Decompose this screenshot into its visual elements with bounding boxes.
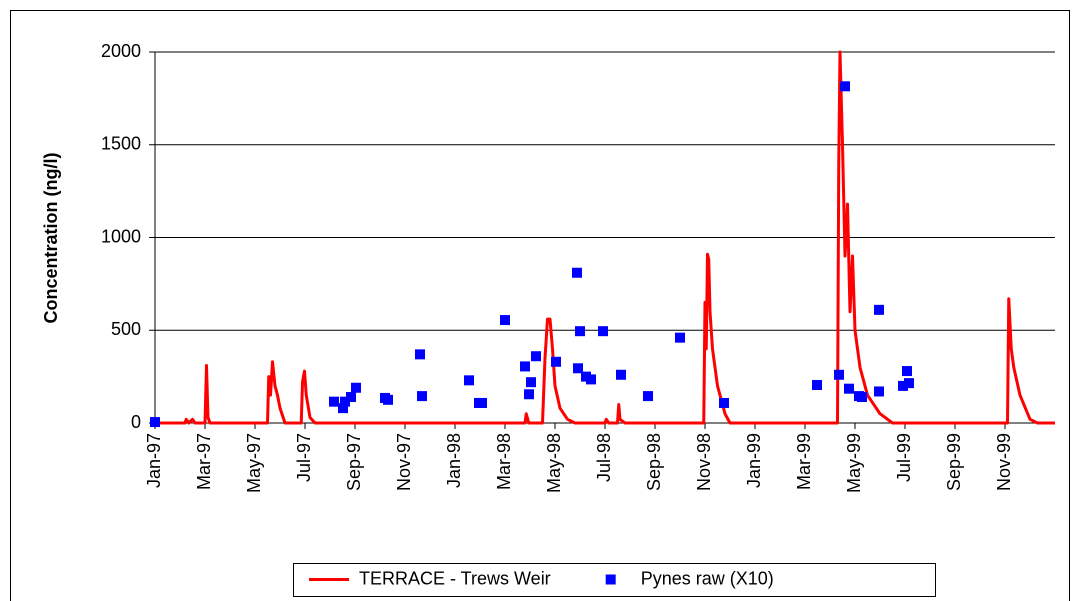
data-point — [551, 356, 561, 367]
data-point — [477, 397, 487, 408]
x-tick-label: Jul-97 — [294, 433, 314, 482]
y-tick-label: 500 — [111, 319, 141, 339]
data-point — [346, 392, 356, 403]
data-point — [874, 386, 884, 397]
y-axis-label: Concentration (ng/l) — [41, 153, 61, 324]
data-point — [572, 267, 582, 278]
data-point — [675, 332, 685, 343]
x-tick-label: Sep-98 — [644, 433, 664, 491]
data-point — [840, 81, 850, 92]
chart-frame — [10, 10, 1070, 601]
data-point — [531, 351, 541, 362]
legend-box — [293, 563, 936, 597]
x-tick-label: Jan-99 — [744, 433, 764, 488]
data-point — [526, 377, 536, 388]
data-point — [904, 378, 914, 389]
data-point — [874, 304, 884, 315]
data-point — [643, 391, 653, 402]
x-tick-label: Mar-99 — [794, 433, 814, 490]
data-point — [902, 366, 912, 377]
x-tick-label: Jan-98 — [444, 433, 464, 488]
x-tick-label: Mar-98 — [494, 433, 514, 490]
y-tick-label: 0 — [131, 412, 141, 432]
data-point — [575, 326, 585, 337]
x-tick-label: Sep-97 — [344, 433, 364, 491]
data-point — [844, 383, 854, 394]
x-tick-label: Sep-99 — [944, 433, 964, 491]
data-point — [834, 369, 844, 380]
data-point — [340, 396, 350, 407]
x-tick-label: Jan-97 — [144, 433, 164, 488]
x-tick-label: Nov-98 — [694, 433, 714, 491]
legend-label: TERRACE - Trews Weir — [359, 568, 551, 588]
data-point — [329, 396, 339, 407]
data-point — [524, 389, 534, 400]
legend-label: Pynes raw (X10) — [641, 568, 774, 588]
data-point — [415, 349, 425, 360]
data-point — [464, 375, 474, 386]
x-tick-label: Jul-99 — [894, 433, 914, 482]
data-point — [719, 397, 729, 408]
data-point — [351, 382, 361, 393]
data-point — [898, 380, 908, 391]
x-tick-label: May-97 — [244, 433, 264, 493]
data-point — [500, 315, 510, 326]
x-tick-label: Nov-97 — [394, 433, 414, 491]
y-tick-label: 2000 — [101, 41, 141, 61]
data-point — [338, 403, 348, 414]
data-point — [598, 326, 608, 337]
data-point — [573, 363, 583, 374]
data-point — [586, 374, 596, 385]
x-tick-label: Nov-99 — [994, 433, 1014, 491]
y-tick-label: 1500 — [101, 134, 141, 154]
y-tick-label: 1000 — [101, 226, 141, 246]
data-point — [383, 394, 393, 405]
data-point — [417, 391, 427, 402]
x-tick-label: May-99 — [844, 433, 864, 493]
data-point — [616, 369, 626, 380]
x-tick-label: May-98 — [544, 433, 564, 493]
data-point — [812, 379, 822, 390]
data-line — [155, 50, 1055, 425]
x-tick-label: Jul-98 — [594, 433, 614, 482]
data-point — [520, 361, 530, 372]
x-tick-label: Mar-97 — [194, 433, 214, 490]
data-point — [150, 417, 160, 428]
data-point — [857, 392, 867, 403]
legend-marker — [605, 574, 616, 585]
